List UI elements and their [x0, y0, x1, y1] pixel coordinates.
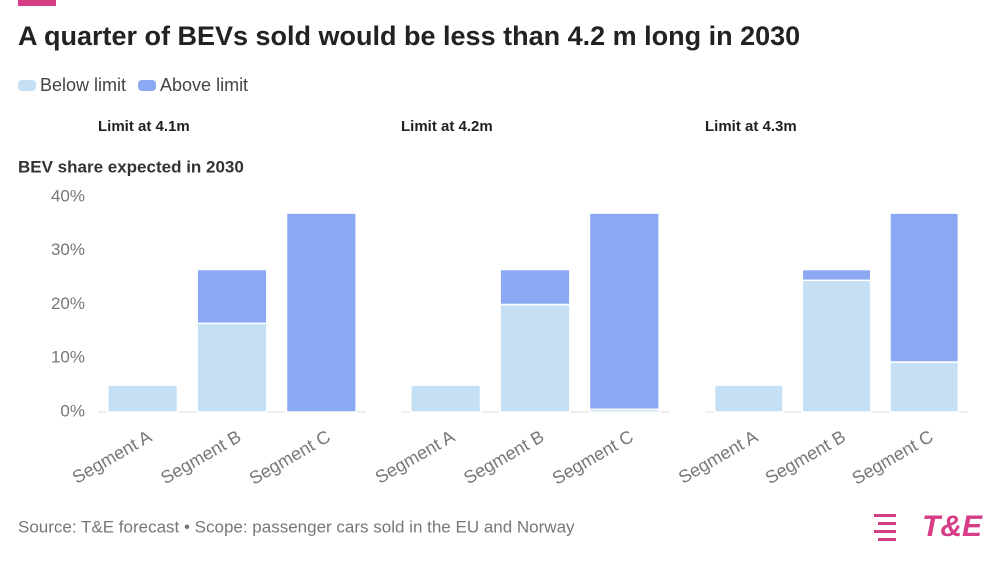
logo-stripe: [878, 538, 896, 541]
bar-segment: [713, 384, 784, 413]
bar-segment: [499, 268, 571, 306]
x-tick-label: Segment A: [372, 426, 458, 487]
bar-segment: [889, 361, 960, 413]
bar-segment: [107, 384, 179, 413]
legend-label: Below limit: [40, 75, 126, 95]
y-tick-label: 0%: [60, 401, 85, 420]
y-tick-label: 10%: [51, 348, 85, 367]
bar-segment: [410, 384, 482, 413]
accent-bar: [18, 0, 56, 6]
x-tick-label: Segment B: [460, 426, 547, 488]
y-tick-label: 40%: [51, 186, 85, 205]
panel-subtitle: Limit at 4.2m: [401, 118, 493, 135]
bar-segment: [196, 268, 268, 325]
y-tick-label: 30%: [51, 240, 85, 259]
logo: T&E: [874, 510, 983, 543]
bar-segment: [588, 212, 660, 411]
x-tick-label: Segment B: [762, 426, 849, 488]
legend-label: Above limit: [160, 75, 248, 95]
x-tick-label: Segment C: [246, 426, 334, 488]
x-tick-label: Segment C: [849, 426, 937, 488]
y-axis-title: BEV share expected in 2030: [18, 157, 244, 176]
legend-swatch: [138, 80, 157, 91]
bar-segment: [499, 303, 571, 413]
x-tick-label: Segment A: [675, 426, 761, 487]
logo-stripe: [878, 522, 896, 525]
bar-segment: [801, 268, 872, 282]
chart-title: A quarter of BEVs sold would be less tha…: [18, 21, 800, 51]
bar-segment: [196, 322, 268, 413]
x-tick-label: Segment B: [157, 426, 244, 488]
panel-subtitle: Limit at 4.1m: [98, 118, 190, 135]
logo-stripe: [874, 514, 896, 517]
legend-swatch: [18, 80, 36, 91]
bar-segment: [889, 212, 960, 363]
x-tick-label: Segment A: [69, 426, 155, 487]
bar-segment: [801, 279, 872, 413]
y-tick-label: 20%: [51, 294, 85, 313]
x-tick-label: Segment C: [549, 426, 637, 488]
panel-subtitle: Limit at 4.3m: [705, 118, 797, 135]
source: Source: T&E forecast • Scope: passenger …: [18, 517, 575, 536]
logo-text: T&E: [922, 510, 983, 543]
bar-segment: [285, 212, 357, 413]
logo-stripe: [874, 530, 896, 533]
